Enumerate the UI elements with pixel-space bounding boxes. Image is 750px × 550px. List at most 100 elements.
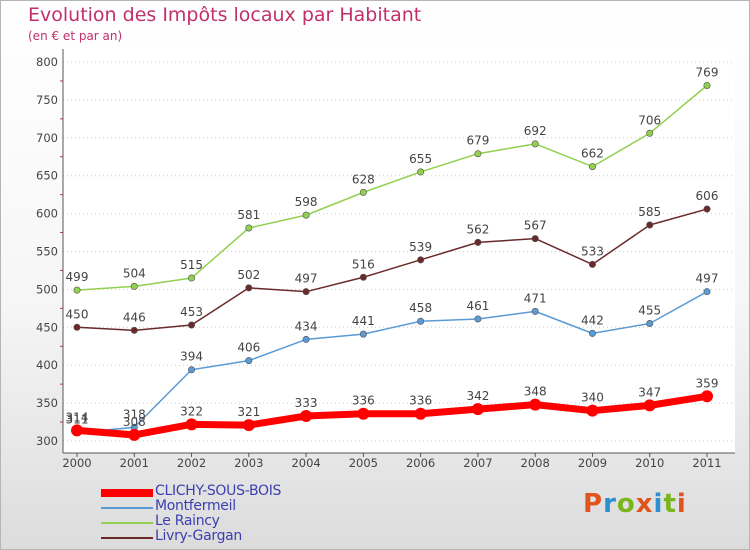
legend-swatch-le-raincy [101,521,153,524]
data-point-montfermeil [588,329,596,337]
data-label-le-raincy: 504 [123,266,146,280]
legend-swatch-montfermeil [101,506,153,509]
y-tick-label: 750 [36,93,58,107]
data-point-montfermeil [531,307,539,315]
data-label-montfermeil: 461 [466,299,489,313]
logo-letter: o [616,489,636,519]
data-point-montfermeil [188,366,196,374]
legend-label-livry-gargan: Livry-Gargan [155,528,243,544]
data-label-montfermeil: 406 [237,341,260,355]
data-label-livry-gargan: 606 [696,189,719,203]
legend-swatch-livry-gargan [101,536,153,539]
data-point-le-raincy [245,224,253,232]
data-label-montfermeil: 455 [638,304,661,318]
data-label-clichy-sous-bois: 314 [66,410,89,424]
series-line-le-raincy [76,84,708,291]
logo-letter: i [676,489,687,519]
data-label-le-raincy: 706 [638,113,661,127]
x-tick-label: 2007 [463,456,492,470]
x-tick-label: 2009 [578,456,607,470]
data-point-clichy-sous-bois [185,418,198,431]
chart-subtitle: (en € et par an) [28,29,123,43]
data-point-livry-gargan [359,273,367,281]
data-label-clichy-sous-bois: 336 [409,394,432,408]
data-label-clichy-sous-bois: 342 [466,389,489,403]
logo-letter: i [653,489,664,519]
y-tick-label: 600 [36,207,58,221]
data-label-montfermeil: 434 [295,319,318,333]
data-label-montfermeil: 394 [180,350,203,364]
data-point-clichy-sous-bois [643,399,656,412]
data-point-le-raincy [73,286,81,294]
data-label-clichy-sous-bois: 321 [237,405,260,419]
data-point-livry-gargan [703,205,711,213]
data-point-montfermeil [703,288,711,296]
data-point-livry-gargan [188,321,196,329]
data-point-livry-gargan [302,288,310,296]
data-label-livry-gargan: 446 [123,310,146,324]
x-tick-label: 2005 [349,456,378,470]
data-point-clichy-sous-bois [529,398,542,411]
data-label-livry-gargan: 450 [66,307,89,321]
data-label-montfermeil: 441 [352,314,375,328]
data-label-montfermeil: 458 [409,301,432,315]
y-tick-label: 450 [36,320,58,334]
data-label-le-raincy: 628 [352,172,375,186]
y-tick-label: 350 [36,396,58,410]
data-label-clichy-sous-bois: 336 [352,394,375,408]
data-point-montfermeil [302,335,310,343]
data-point-clichy-sous-bois [471,403,484,416]
data-label-montfermeil: 497 [696,272,719,286]
data-label-le-raincy: 598 [295,195,318,209]
data-label-le-raincy: 581 [237,208,260,222]
data-point-clichy-sous-bois [71,424,83,437]
data-point-livry-gargan [73,323,81,331]
legend-label-montfermeil: Montfermeil [155,498,236,514]
x-tick-label: 2006 [406,456,435,470]
data-point-le-raincy [588,163,596,171]
data-point-le-raincy [531,140,539,148]
data-label-montfermeil: 318 [123,407,146,421]
x-tick-label: 2010 [635,456,664,470]
proxiti-logo: Proxiti [583,489,687,519]
data-point-le-raincy [188,274,196,282]
y-tick-label: 300 [36,434,58,448]
data-label-livry-gargan: 497 [295,272,318,286]
data-point-montfermeil [417,317,425,325]
data-label-livry-gargan: 539 [409,240,432,254]
data-point-clichy-sous-bois [242,419,255,432]
x-tick-label: 2003 [234,456,263,470]
data-point-livry-gargan [417,256,425,264]
data-point-clichy-sous-bois [701,390,713,403]
series-line-clichy-sous-bois [73,392,711,439]
data-point-livry-gargan [531,235,539,243]
data-point-clichy-sous-bois [414,407,427,420]
data-point-livry-gargan [245,284,253,292]
data-point-livry-gargan [130,326,138,334]
data-label-livry-gargan: 453 [180,305,203,319]
data-point-le-raincy [302,211,310,219]
logo-letter: x [635,489,654,519]
legend-label-clichy: CLICHY-SOUS-BOIS [155,483,282,499]
data-label-le-raincy: 679 [466,134,489,148]
data-point-le-raincy [703,81,711,89]
data-point-livry-gargan [474,238,482,246]
data-point-clichy-sous-bois [586,404,599,417]
y-tick-label: 400 [36,358,58,372]
data-label-clichy-sous-bois: 333 [295,396,318,410]
data-label-le-raincy: 655 [409,152,432,166]
data-point-le-raincy [417,168,425,176]
y-tick-label: 700 [36,131,58,145]
data-label-montfermeil: 311 [66,413,89,427]
data-label-livry-gargan: 567 [524,219,547,233]
data-label-le-raincy: 662 [581,147,604,161]
y-tick-label: 800 [36,55,58,69]
data-label-le-raincy: 692 [524,124,547,138]
chart-title: Evolution des Impôts locaux par Habitant [28,4,422,26]
data-point-le-raincy [359,188,367,196]
data-label-montfermeil: 471 [524,291,547,305]
data-label-livry-gargan: 502 [237,268,260,282]
x-tick-label: 2011 [692,456,721,470]
